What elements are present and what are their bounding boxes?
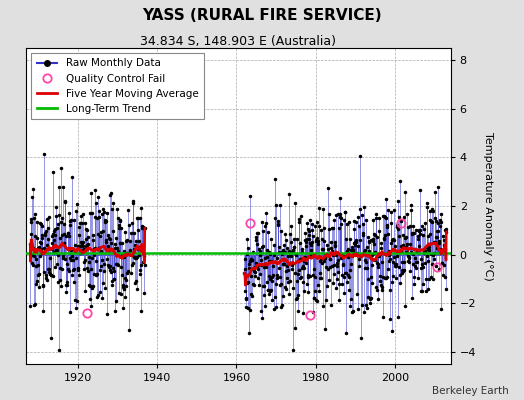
Y-axis label: Temperature Anomaly (°C): Temperature Anomaly (°C): [483, 132, 493, 280]
Text: YASS (RURAL FIRE SERVICE): YASS (RURAL FIRE SERVICE): [142, 8, 382, 23]
Title: 34.834 S, 148.903 E (Australia): 34.834 S, 148.903 E (Australia): [140, 35, 336, 48]
Legend: Raw Monthly Data, Quality Control Fail, Five Year Moving Average, Long-Term Tren: Raw Monthly Data, Quality Control Fail, …: [31, 53, 204, 119]
Text: Berkeley Earth: Berkeley Earth: [432, 386, 508, 396]
